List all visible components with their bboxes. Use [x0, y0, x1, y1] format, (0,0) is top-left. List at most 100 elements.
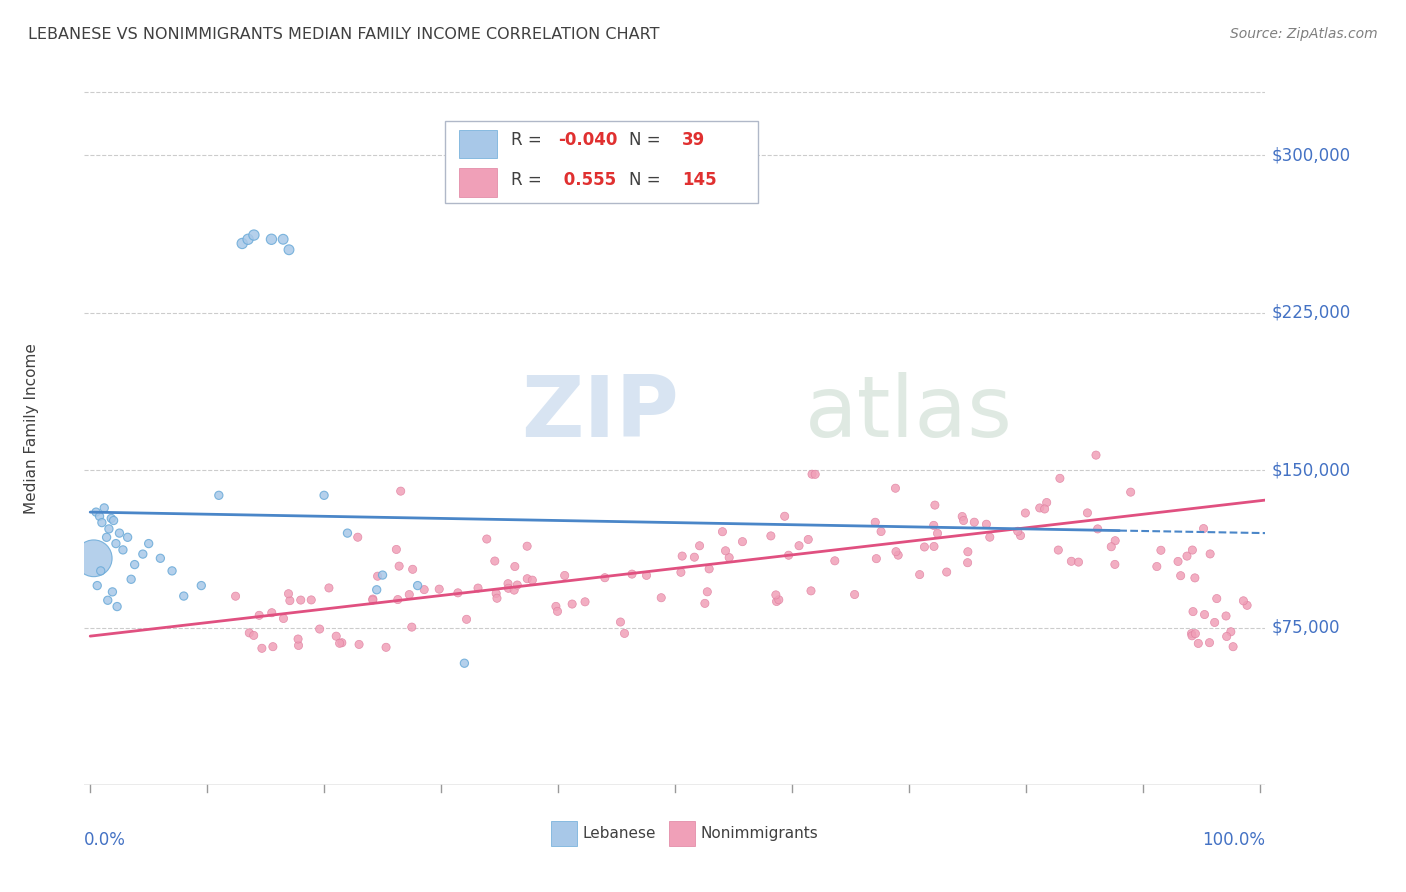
Point: [1035, 495, 1057, 509]
Point: [299, 593, 322, 607]
Point: [1146, 559, 1168, 574]
Point: [389, 484, 412, 499]
Point: [697, 562, 720, 576]
Point: [208, 488, 231, 502]
Point: [1067, 555, 1090, 569]
Point: [93, 500, 115, 515]
Point: [271, 232, 294, 246]
Point: [262, 640, 284, 654]
Point: [1029, 500, 1052, 515]
Point: [401, 562, 423, 576]
Point: [765, 594, 787, 608]
Text: ZIP: ZIP: [522, 372, 679, 456]
Point: [242, 628, 264, 642]
Point: [870, 524, 893, 539]
Point: [963, 515, 986, 529]
Point: [884, 544, 907, 558]
Point: [467, 581, 489, 595]
Point: [250, 641, 273, 656]
Point: [149, 551, 172, 566]
Point: [1014, 506, 1036, 520]
Text: 0.555: 0.555: [558, 171, 616, 189]
Point: [1236, 599, 1258, 613]
Point: [935, 565, 957, 579]
Point: [278, 243, 301, 257]
Point: [100, 511, 122, 525]
Point: [138, 536, 160, 550]
FancyBboxPatch shape: [444, 121, 758, 203]
Point: [398, 588, 420, 602]
Point: [247, 608, 270, 623]
Point: [97, 522, 120, 536]
Point: [105, 599, 128, 614]
Point: [453, 657, 475, 671]
Point: [544, 599, 567, 614]
Point: [485, 586, 508, 600]
Point: [361, 592, 384, 607]
Point: [887, 548, 910, 562]
Point: [797, 533, 820, 547]
Point: [401, 620, 423, 634]
Point: [1184, 626, 1206, 640]
Text: R =: R =: [510, 131, 547, 149]
Point: [318, 581, 340, 595]
Point: [361, 593, 384, 607]
Point: [620, 567, 643, 582]
Point: [561, 597, 583, 611]
Point: [824, 554, 846, 568]
Point: [90, 564, 112, 578]
Point: [1204, 615, 1226, 630]
Text: Lebanese: Lebanese: [582, 826, 657, 841]
Point: [650, 591, 672, 605]
Point: [111, 542, 134, 557]
Point: [1194, 607, 1216, 622]
Text: 0.0%: 0.0%: [84, 831, 127, 849]
Point: [800, 583, 823, 598]
Point: [1033, 502, 1056, 516]
Point: [347, 637, 370, 651]
Point: [287, 639, 309, 653]
Point: [1180, 626, 1202, 640]
Point: [371, 568, 394, 582]
Point: [1232, 594, 1254, 608]
Point: [768, 592, 790, 607]
Point: [636, 568, 658, 582]
Point: [956, 556, 979, 570]
Point: [225, 589, 247, 603]
Point: [1076, 506, 1098, 520]
Point: [231, 236, 253, 251]
Point: [101, 585, 124, 599]
Point: [84, 505, 107, 519]
Point: [385, 542, 408, 557]
Point: [696, 584, 718, 599]
Point: [924, 498, 946, 512]
Point: [290, 593, 312, 607]
Point: [1181, 629, 1204, 643]
Point: [475, 532, 498, 546]
Point: [447, 586, 470, 600]
Point: [273, 611, 295, 625]
Point: [1182, 605, 1205, 619]
Point: [89, 509, 111, 524]
Point: [765, 588, 787, 602]
Text: -0.040: -0.040: [558, 131, 617, 149]
Point: [908, 567, 931, 582]
Point: [132, 547, 155, 561]
Point: [693, 596, 716, 610]
Point: [260, 606, 283, 620]
Text: Nonimmigrants: Nonimmigrants: [700, 826, 818, 841]
Point: [1219, 624, 1241, 639]
Point: [554, 568, 576, 582]
Point: [124, 558, 146, 572]
Text: N =: N =: [628, 131, 665, 149]
Point: [330, 636, 353, 650]
Point: [287, 632, 309, 646]
Bar: [458, 129, 496, 158]
Point: [1167, 554, 1189, 568]
Point: [90, 516, 112, 530]
Point: [516, 539, 538, 553]
Point: [387, 592, 409, 607]
Point: [778, 548, 800, 562]
Point: [277, 587, 299, 601]
Point: [325, 629, 347, 643]
